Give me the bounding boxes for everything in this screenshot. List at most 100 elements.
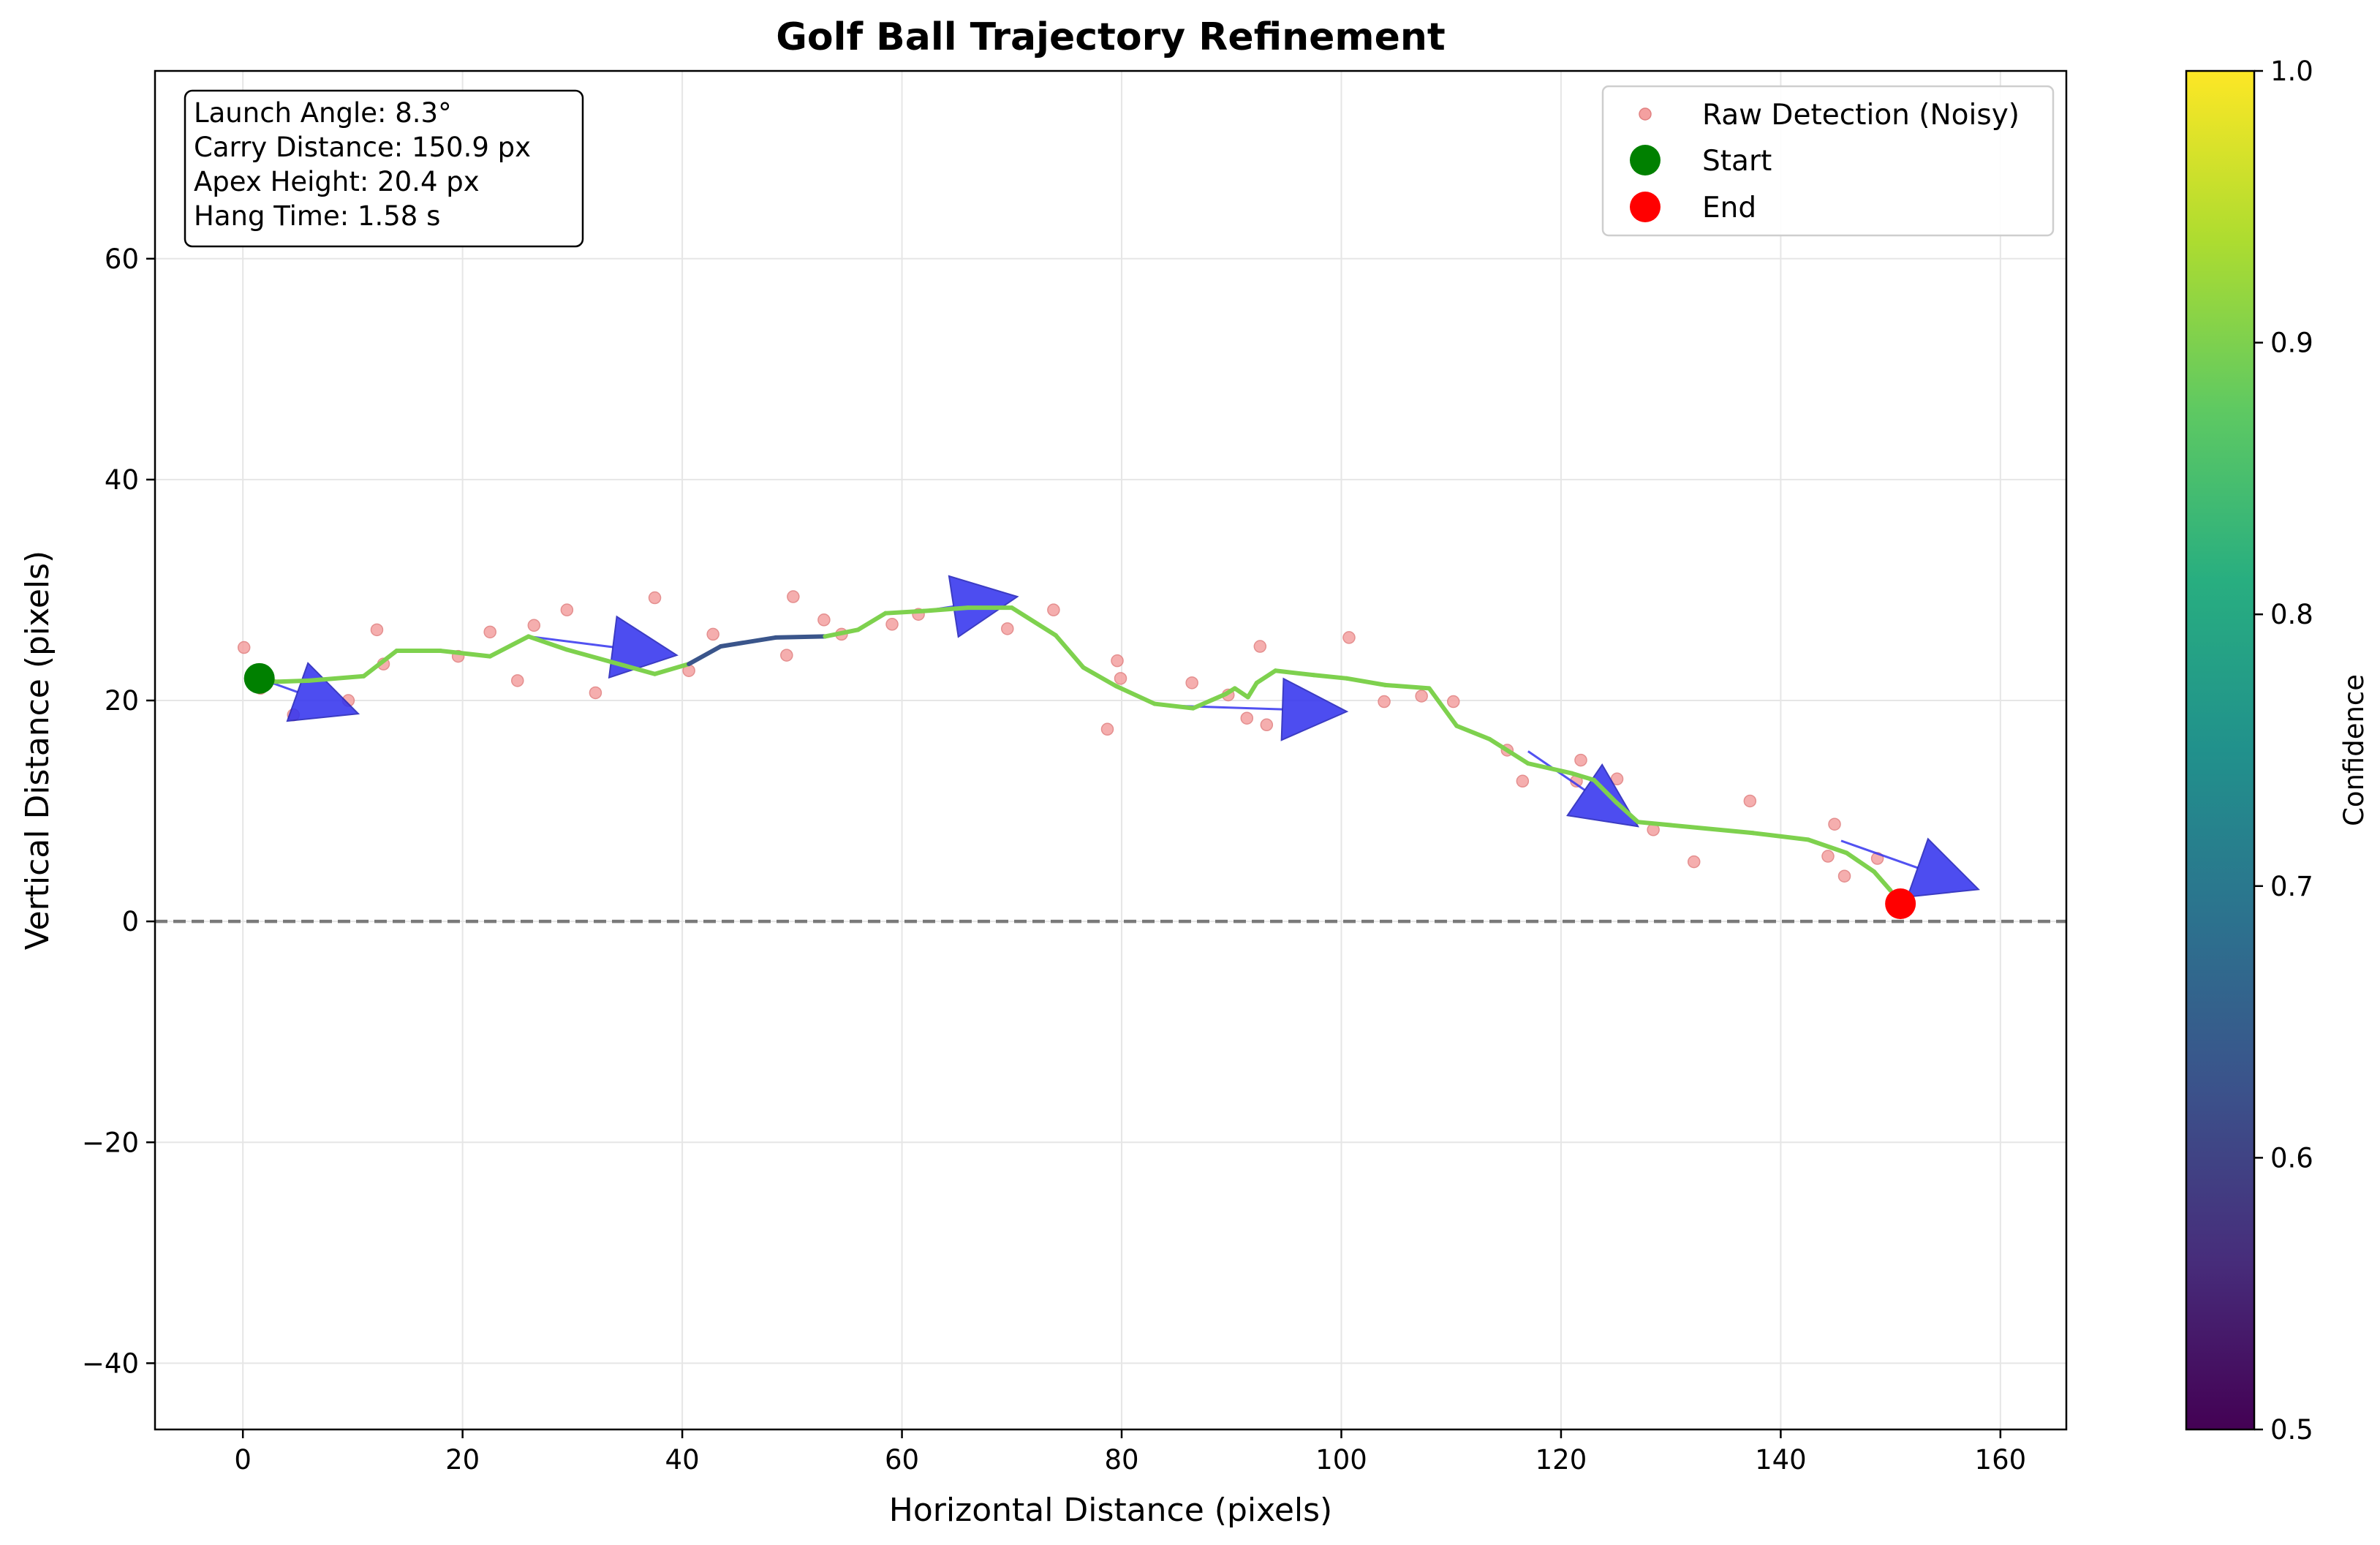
trajectory-segment	[1592, 777, 1619, 804]
raw-detection-point	[1240, 711, 1254, 725]
refined-trajectory	[257, 605, 1893, 893]
x-tick-label: 80	[1104, 1444, 1138, 1476]
raw-detection-point	[648, 591, 662, 605]
raw-detection-point	[527, 619, 541, 632]
trajectory-segment	[1750, 831, 1810, 842]
raw-detection-point	[237, 641, 251, 654]
trajectory-segment	[1636, 820, 1756, 836]
trajectory-segment	[1614, 799, 1641, 825]
y-axis-ticks: −40 −20 0 20 40 60	[82, 243, 155, 1379]
velocity-arrow-head	[286, 662, 360, 722]
plot-frame	[154, 69, 2068, 1431]
raw-detection-point	[1114, 672, 1127, 685]
raw-detection-point	[589, 686, 602, 700]
trajectory-segment	[773, 634, 828, 640]
raw-detection-point	[706, 627, 719, 641]
raw-detection-point	[1415, 690, 1428, 703]
legend-label-end: End	[1702, 192, 1756, 224]
raw-detections	[237, 590, 1914, 914]
trajectory-segment	[1427, 686, 1459, 728]
trajectory-segment	[1344, 676, 1388, 687]
raw-detection-point	[1837, 869, 1851, 883]
x-axis-ticks: 0 20 40 60 80 100 120 140 160	[234, 1429, 2026, 1476]
trajectory-segment	[1114, 684, 1157, 706]
trajectory-segment	[1844, 850, 1877, 875]
trajectory-segment	[1487, 736, 1530, 766]
y-tick-label: 60	[105, 243, 139, 275]
colorbar-gradient	[2185, 69, 2256, 1431]
raw-detection-point	[1047, 603, 1060, 616]
legend-label-start: Start	[1702, 145, 1772, 178]
x-tick-label: 20	[445, 1444, 480, 1476]
raw-detection-point	[1516, 774, 1530, 788]
x-tick-label: 40	[665, 1444, 700, 1476]
raw-detection-point	[817, 613, 831, 627]
end-marker	[1885, 888, 1916, 919]
velocity-arrow-head	[1280, 677, 1349, 741]
legend-frame	[1601, 85, 2055, 237]
velocity-arrows	[259, 575, 1981, 898]
trajectory-segment	[687, 644, 723, 667]
trajectory-segment	[1872, 869, 1893, 893]
raw-detection-point	[560, 603, 574, 616]
velocity-arrow-head	[1566, 763, 1640, 828]
raw-detection-point	[483, 625, 496, 639]
raw-detection-point	[1821, 850, 1835, 863]
trajectory-segment	[718, 635, 778, 649]
x-tick-label: 100	[1315, 1444, 1367, 1476]
raw-detection-point	[370, 623, 384, 637]
velocity-arrow-head	[608, 615, 679, 679]
x-axis-label: Horizontal Distance (pixels)	[889, 1492, 1332, 1529]
raw-detection-point	[1446, 695, 1460, 709]
trajectory-segment	[608, 660, 657, 676]
y-axis-label: Vertical Distance (pixels)	[19, 551, 56, 950]
raw-detection-point	[1743, 794, 1757, 808]
raw-detection-point	[1342, 631, 1356, 644]
raw-detection-point	[1185, 676, 1198, 690]
raw-detection-point	[1001, 622, 1014, 635]
y-tick-label: 20	[105, 685, 139, 717]
trajectory-segment	[652, 662, 692, 676]
trajectory-segment	[1081, 665, 1119, 689]
trajectory-segment	[883, 608, 926, 616]
x-tick-label: 60	[885, 1444, 919, 1476]
colorbar-tick-label: 0.7	[2270, 871, 2313, 902]
trajectory-segment	[823, 627, 861, 639]
trajectory-segment	[1569, 771, 1597, 782]
trajectory-segment	[361, 649, 399, 679]
trajectory-segment	[1383, 682, 1432, 691]
trajectory-segment	[273, 678, 311, 684]
endpoint-markers	[243, 662, 1916, 919]
colorbar-label: Confidence	[2338, 674, 2370, 826]
raw-detection-point	[885, 618, 899, 631]
trajectory-segment	[1053, 632, 1086, 670]
info-line-launch-angle: Launch Angle: 8.3°	[194, 97, 452, 129]
colorbar-ticks: 0.5 0.6 0.7 0.8 0.9 1.0	[2254, 56, 2313, 1446]
colorbar-tick-label: 0.5	[2270, 1414, 2313, 1446]
trajectory-segment	[438, 649, 493, 659]
trajectory-segment	[1152, 701, 1195, 711]
raw-detection-point	[1253, 640, 1267, 653]
raw-detection-point	[780, 649, 793, 662]
colorbar: 0.5 0.6 0.7 0.8 0.9 1.0 Confidence	[2185, 56, 2370, 1446]
trajectory-segment	[1273, 668, 1316, 678]
trajectory-segment	[1232, 686, 1250, 700]
info-box-frame	[184, 89, 584, 248]
trajectory-segment	[1525, 761, 1574, 776]
x-tick-label: 0	[234, 1444, 252, 1476]
raw-detection-point	[1574, 753, 1587, 767]
legend-marker-raw	[1639, 107, 1652, 121]
trajectory-segment	[488, 634, 531, 659]
info-line-hang-time: Hang Time: 1.58 s	[194, 200, 440, 232]
start-marker	[243, 662, 275, 694]
info-line-apex-height: Apex Height: 20.4 px	[194, 166, 480, 197]
trajectory-segment	[921, 605, 970, 613]
colorbar-tick-label: 0.8	[2270, 599, 2313, 630]
trajectory-segment	[1009, 605, 1058, 638]
trajectory-segment	[855, 611, 888, 632]
raw-detection-point	[511, 674, 524, 687]
velocity-arrow-shaft	[1840, 839, 1919, 869]
raw-detection-point	[1828, 817, 1841, 831]
trajectory-segment	[1190, 691, 1228, 711]
